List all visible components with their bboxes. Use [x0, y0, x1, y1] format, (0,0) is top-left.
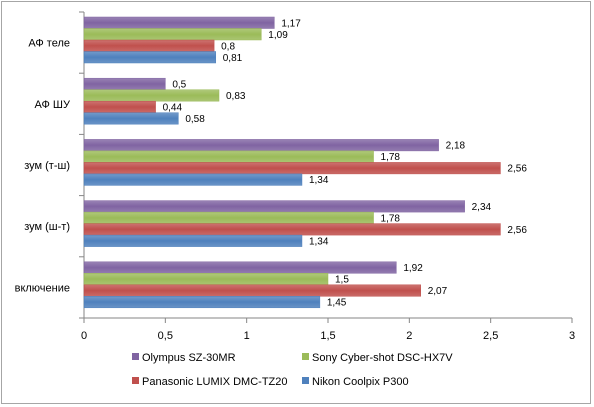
legend-entry-label: Olympus SZ-30MR	[142, 352, 236, 364]
x-tick-label: 1,5	[320, 330, 335, 342]
data-label: 0,5	[172, 79, 186, 90]
x-tick-label: 3	[569, 330, 575, 342]
bar	[83, 150, 374, 163]
x-tick-label: 2	[406, 330, 412, 342]
bar	[83, 173, 303, 186]
bar	[83, 234, 303, 247]
bar	[83, 284, 421, 297]
legend-swatch	[302, 377, 309, 384]
category-label: включение	[15, 282, 70, 294]
bar	[83, 100, 156, 113]
legend-swatch	[132, 377, 139, 384]
category-label: АФ ШУ	[35, 99, 71, 111]
x-tick-label: 2,5	[483, 330, 498, 342]
legend-swatch	[132, 353, 139, 360]
bar	[83, 261, 397, 274]
bar	[83, 39, 215, 52]
data-label: 0,83	[226, 91, 246, 102]
x-tick-label: 0	[81, 330, 87, 342]
bar	[83, 51, 217, 64]
bar	[83, 16, 275, 29]
bar	[83, 89, 220, 102]
category-label: зум (т-ш)	[24, 160, 70, 172]
data-label: 1,09	[268, 30, 288, 41]
bar	[83, 139, 439, 152]
bar	[83, 223, 501, 236]
data-label: 1,78	[381, 213, 401, 224]
data-label: 0,58	[185, 114, 205, 125]
category-label: зум (ш-т)	[24, 221, 70, 233]
bar	[83, 273, 329, 286]
bar	[83, 112, 179, 125]
legend-swatch	[302, 353, 309, 360]
bar	[83, 162, 501, 175]
bar	[83, 200, 465, 213]
data-label: 2,18	[446, 141, 466, 152]
data-label: 2,07	[428, 286, 448, 297]
bar	[83, 28, 262, 41]
data-label: 1,5	[335, 275, 349, 286]
bar	[83, 77, 166, 90]
data-label: 0,44	[163, 102, 183, 113]
legend-entry-label: Nikon Coolpix P300	[312, 376, 409, 388]
data-label: 0,8	[221, 41, 235, 52]
data-label: 0,81	[223, 53, 243, 64]
bar	[83, 296, 321, 309]
data-label: 1,92	[403, 263, 423, 274]
category-label: АФ теле	[28, 38, 70, 50]
data-label: 1,17	[281, 18, 301, 29]
x-tick-label: 0,5	[158, 330, 173, 342]
data-label: 1,45	[327, 298, 347, 309]
data-label: 1,34	[309, 236, 329, 247]
bar	[83, 211, 374, 224]
data-label: 1,78	[381, 152, 401, 163]
x-tick-label: 1	[244, 330, 250, 342]
legend-entry-label: Sony Cyber-shot DSC-HX7V	[312, 352, 453, 364]
legend-entry-label: Panasonic LUMIX DMC-TZ20	[142, 376, 288, 388]
data-label: 2,34	[472, 202, 492, 213]
data-label: 1,34	[309, 175, 329, 186]
data-label: 2,56	[507, 164, 527, 175]
data-label: 2,56	[507, 225, 527, 236]
